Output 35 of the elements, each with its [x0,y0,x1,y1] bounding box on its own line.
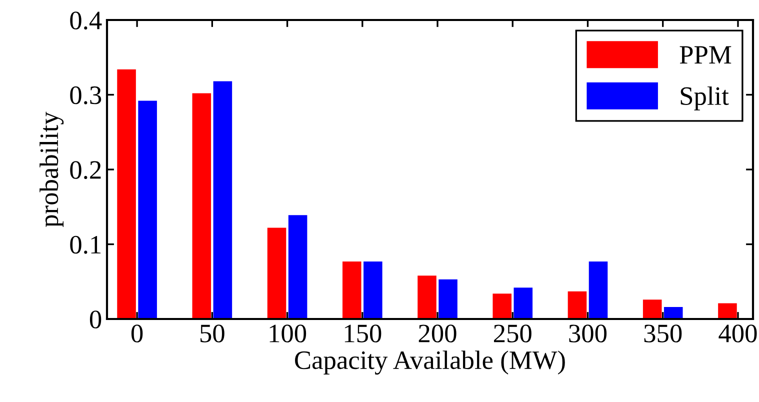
bar [568,291,587,319]
bar [718,303,737,319]
x-axis-title: Capacity Available (MW) [295,350,565,375]
x-tick-label: 350 [644,324,682,342]
legend-label: PPM [680,46,732,64]
y-tick-label: 0.4 [70,12,102,30]
bar [288,215,308,319]
bar [418,276,436,319]
bar [492,294,512,319]
bar [342,261,362,319]
y-axis-title: probability [40,112,64,227]
legend-label: Split [680,86,729,110]
bar [438,279,458,319]
bar [588,261,608,319]
bar [117,69,136,319]
bar [664,307,683,319]
x-tick-label: 50 [200,324,224,342]
bar [364,261,382,319]
y-tick-label: 0.1 [70,236,101,254]
y-tick-label: 0.3 [70,86,102,104]
y-tick-label: 0.2 [70,161,101,180]
y-tick-label: 0 [90,310,102,328]
bar [213,81,232,319]
x-tick-label: 100 [270,324,306,342]
x-tick-label: 400 [718,324,757,342]
bar [192,93,212,319]
bar [642,300,662,319]
x-tick-label: 150 [344,324,382,342]
x-tick-label: 250 [494,324,532,342]
x-tick-label: 300 [569,324,607,342]
x-tick-label: 200 [418,324,456,342]
bar [267,228,286,319]
bar [138,100,157,319]
bar [514,288,533,319]
x-tick-label: 0 [131,324,143,342]
